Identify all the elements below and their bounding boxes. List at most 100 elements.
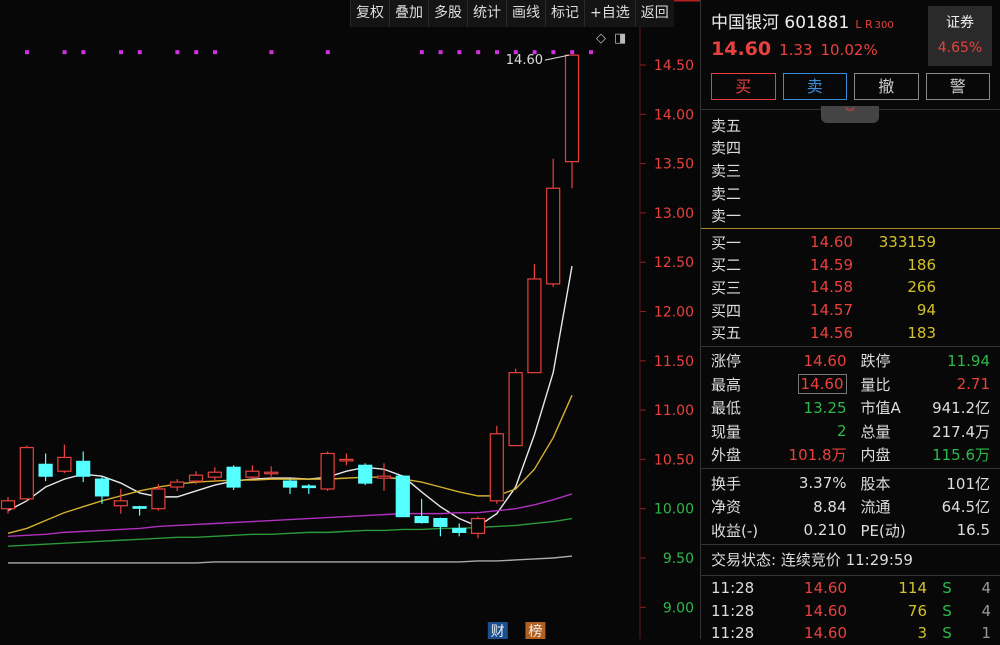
ask-row[interactable]: 卖五 [701,114,1000,137]
bid-row[interactable]: 买五 14.56 183 [701,321,1000,344]
candle-down[interactable] [358,464,373,484]
stat-row: 换手 3.37% 股本 101亿 [701,471,1000,495]
stat-value: 8.84 [813,497,847,516]
candle-down[interactable] [226,466,241,488]
limit-up-dot [194,50,199,55]
candle-up[interactable] [245,470,260,478]
tick-p: 14.60 [804,624,847,643]
panel-toggle-icon[interactable]: ◨ [614,31,627,46]
candle-up[interactable] [188,474,204,482]
quote-panel: 中国银河 601881 L R 300 14.60 1.33 10.02% 证券 4.65… [700,0,1000,642]
candle-down[interactable] [433,517,448,528]
limit-up-dot [513,50,518,55]
ask-row[interactable]: 卖一 [701,204,1000,227]
candle-up[interactable] [113,500,128,507]
candle-down[interactable] [282,480,298,488]
y-tick-label: 9.50 [663,551,694,567]
candle-down[interactable] [395,475,410,518]
buy-button[interactable]: 买 [711,73,776,100]
stat-value: 11.94 [947,351,991,370]
price-change: 1.33 [779,41,813,59]
bid-volume: 186 [907,255,936,274]
toolbar-overlay[interactable]: 叠加 [389,0,428,27]
kline-chart[interactable]: 14.50 14.00 13.50 13.00 12.50 12.00 11.50 11.00… [0,0,700,639]
candle-down[interactable] [94,478,110,497]
candle-up[interactable] [320,452,335,490]
ranking-marker[interactable]: 榜 [528,623,542,639]
toolbar-mark[interactable]: 标记 [545,0,584,27]
candle-down[interactable] [76,460,91,477]
candle-up[interactable] [489,433,504,502]
stat-value: 14.60 [803,351,847,370]
stat-value: 115.6万 [932,446,991,465]
ask-row[interactable]: 卖二 [701,182,1000,205]
annotation-arrow [544,54,570,61]
bid-row[interactable]: 买二 14.59 186 [701,254,1000,277]
sell-button[interactable]: 卖 [782,73,847,100]
bid-volume: 183 [907,323,936,342]
bid-row[interactable]: 买三 14.58 266 [701,276,1000,299]
candle-up[interactable] [546,187,561,285]
last-price: 14.60 [711,38,772,60]
stat-value: 2.71 [956,375,991,394]
ask-row[interactable]: 卖四 [701,137,1000,160]
chevron-down-icon[interactable]: ︾ [821,106,879,123]
candle-up[interactable] [0,500,16,510]
sector-name: 证券 [946,15,974,31]
candle-up[interactable] [264,471,279,475]
toolbar-draw-line[interactable]: 画线 [506,0,545,27]
candle-up[interactable] [376,475,392,479]
tick-q: 114 [898,579,927,598]
candle-down[interactable] [301,485,316,489]
finance-marker[interactable]: 财 [491,624,505,639]
stat-value-wrap: 0.210 [771,521,847,539]
limit-up-dot [532,50,537,55]
bid-row[interactable]: 买一 14.60 333159 [701,231,1000,254]
stat-row: 最高 14.60 量比 2.71 [701,372,1000,396]
stat-label: PE(动) [860,521,906,540]
tick-c: 1 [981,624,991,643]
toolbar-add-watchlist[interactable]: +自选 [584,0,635,27]
candle-down[interactable] [414,515,429,524]
candle-down[interactable] [452,527,467,533]
bid-row[interactable]: 买四 14.57 94 [701,299,1000,322]
toolbar-back[interactable]: 返回 [634,0,674,27]
candle-up[interactable] [151,488,166,510]
candle-up[interactable] [508,372,523,447]
candle-up[interactable] [339,458,354,462]
tick-q: 3 [917,624,927,643]
toolbar-multi-stock[interactable]: 多股 [428,0,467,27]
price-change-pct: 10.02% [820,41,878,59]
toolbar-restore-rights[interactable]: 复权 [350,0,389,27]
diamond-icon[interactable]: ◇ [596,31,606,46]
candle-down[interactable] [132,506,147,509]
candle-up[interactable] [170,481,185,488]
tick-row: 11:28 14.60 3 S 1 [701,622,1000,645]
limit-up-dot [476,50,481,55]
y-tick-label: 13.00 [654,206,694,222]
y-tick-label: 11.00 [654,403,694,419]
candle-up[interactable] [57,456,72,472]
candle-up[interactable] [470,517,486,534]
y-tick-label: 9.00 [663,600,694,616]
limit-up-dot [269,50,274,55]
limit-up-dot [62,50,67,55]
cancel-order-button[interactable]: 撤 [854,73,919,100]
y-tick-label: 12.50 [654,255,694,271]
candle-up[interactable] [19,446,34,500]
stat-label: 现量 [711,422,742,441]
sector-box[interactable]: 证券 4.65% [928,6,992,66]
stat-value-wrap: 14.60 [771,374,847,395]
bid-price: 14.56 [810,323,853,342]
stat-label: 最低 [711,399,742,418]
alert-button[interactable]: 警 [925,73,990,100]
stat-label: 总量 [860,422,891,441]
stat-label: 涨停 [711,352,742,371]
tick-c: 4 [981,601,991,620]
candle-up[interactable] [527,278,542,374]
candle-up[interactable] [564,54,580,163]
ask-row[interactable]: 卖三 [701,159,1000,182]
toolbar-statistics[interactable]: 统计 [467,0,506,27]
candle-up[interactable] [207,471,222,478]
candle-down[interactable] [38,463,53,477]
